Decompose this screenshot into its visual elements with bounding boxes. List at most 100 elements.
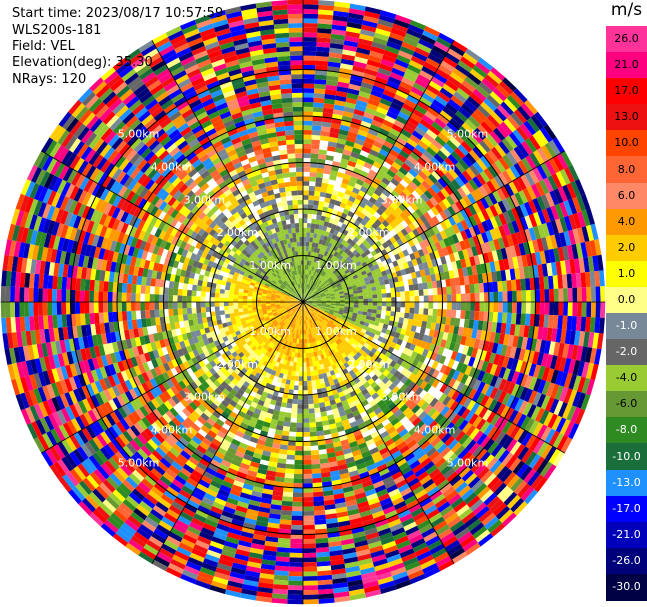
velocity-gate <box>433 193 443 204</box>
velocity-gate <box>303 78 315 84</box>
velocity-gate <box>470 131 483 144</box>
velocity-gate <box>428 295 434 302</box>
velocity-gate <box>335 272 341 278</box>
velocity-gate <box>304 293 307 298</box>
velocity-gate <box>372 229 380 237</box>
velocity-gate <box>351 171 360 179</box>
velocity-gate <box>465 152 477 165</box>
velocity-gate <box>356 133 367 142</box>
velocity-gate <box>303 264 305 270</box>
velocity-gate <box>290 529 303 535</box>
velocity-gate <box>303 408 309 414</box>
velocity-gate <box>409 302 415 308</box>
velocity-gate <box>354 302 359 305</box>
velocity-gate <box>506 312 512 324</box>
velocity-gate <box>316 286 322 291</box>
velocity-gate <box>347 180 356 188</box>
velocity-gate <box>419 327 426 335</box>
velocity-gate <box>310 286 314 291</box>
velocity-gate <box>291 524 303 530</box>
velocity-gate <box>434 117 447 129</box>
velocity-gate <box>341 153 351 161</box>
velocity-gate <box>437 163 449 175</box>
velocity-gate <box>530 302 536 315</box>
velocity-gate <box>448 168 459 180</box>
velocity-gate <box>291 370 296 376</box>
velocity-gate <box>437 302 443 310</box>
velocity-gate <box>347 258 354 264</box>
velocity-gate <box>447 154 459 166</box>
velocity-gate <box>386 80 400 90</box>
velocity-gate <box>423 302 429 309</box>
velocity-gate <box>311 242 316 248</box>
velocity-gate <box>308 290 312 295</box>
velocity-gate <box>289 426 297 433</box>
velocity-gate <box>287 585 303 591</box>
velocity-gate <box>344 101 356 109</box>
velocity-gate <box>303 269 305 275</box>
velocity-gate <box>281 430 290 437</box>
velocity-gate <box>306 274 309 280</box>
velocity-gate <box>303 524 315 530</box>
velocity-gate <box>401 200 411 209</box>
velocity-gate <box>303 455 312 461</box>
velocity-gate <box>303 422 310 428</box>
velocity-gate <box>405 296 410 302</box>
velocity-gate <box>341 53 356 61</box>
velocity-gate <box>349 246 356 253</box>
velocity-gate <box>358 242 366 250</box>
velocity-gate <box>392 63 408 73</box>
velocity-gate <box>331 275 337 281</box>
velocity-gate <box>308 291 313 296</box>
velocity-gate <box>497 312 503 323</box>
velocity-gate <box>446 139 458 151</box>
velocity-gate <box>521 302 527 314</box>
velocity-gate <box>317 14 334 20</box>
velocity-gate <box>400 296 406 302</box>
velocity-gate <box>308 195 315 201</box>
velocity-gate <box>355 233 363 240</box>
velocity-gate <box>322 278 328 284</box>
velocity-gate <box>309 292 314 297</box>
velocity-gate <box>498 291 503 302</box>
velocity-gate <box>328 278 334 283</box>
velocity-gate <box>377 67 392 77</box>
velocity-gate <box>422 282 428 290</box>
velocity-gate <box>314 79 327 85</box>
velocity-gate <box>410 202 419 212</box>
velocity-gate <box>357 255 364 262</box>
velocity-gate <box>287 599 303 605</box>
velocity-gate <box>337 260 343 266</box>
velocity-gate <box>333 251 339 257</box>
velocity-gate <box>289 552 303 558</box>
velocity-gate <box>399 191 409 201</box>
velocity-gate <box>393 140 405 150</box>
velocity-gate <box>314 267 319 273</box>
velocity-gate <box>312 120 322 127</box>
velocity-gate <box>321 177 330 184</box>
velocity-gate <box>303 292 305 298</box>
velocity-gate <box>303 501 314 507</box>
velocity-gate <box>362 239 369 246</box>
velocity-gate <box>358 249 365 256</box>
velocity-gate <box>315 257 320 263</box>
velocity-gate <box>297 404 303 409</box>
velocity-gate <box>396 153 407 163</box>
velocity-gate <box>419 69 434 81</box>
velocity-gate <box>297 399 303 405</box>
velocity-gate <box>325 155 334 162</box>
velocity-gate <box>372 36 388 46</box>
velocity-gate <box>303 478 313 484</box>
velocity-gate <box>345 31 361 39</box>
velocity-gate <box>303 432 311 437</box>
velocity-gate <box>311 463 321 470</box>
velocity-gate <box>306 236 310 242</box>
velocity-gate <box>322 107 334 114</box>
velocity-gate <box>348 156 358 164</box>
velocity-gate <box>304 293 306 298</box>
velocity-gate <box>292 399 298 405</box>
velocity-gate <box>314 191 321 197</box>
velocity-gate <box>315 278 320 284</box>
velocity-gate <box>378 14 395 24</box>
velocity-gate <box>336 231 343 238</box>
